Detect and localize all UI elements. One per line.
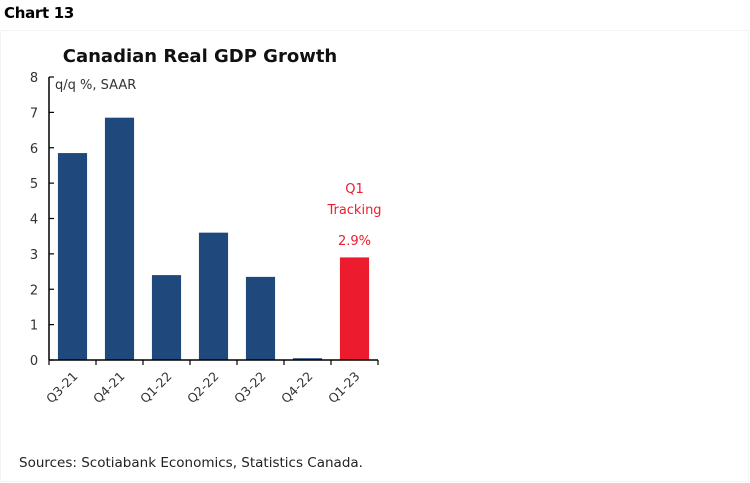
chart-panel	[0, 30, 749, 482]
y-tick-label: 3	[30, 248, 38, 263]
annotation-value-label: 2.9%	[338, 234, 371, 249]
bar-q2-22	[198, 232, 229, 360]
y-axis-unit-label: q/q %, SAAR	[55, 78, 136, 93]
y-tick-label: 4	[30, 213, 38, 228]
x-tick-label: Q1-22	[137, 369, 175, 407]
y-tick-label: 7	[30, 106, 38, 121]
x-tick-label: Q2-22	[184, 369, 222, 407]
bar-q4-22	[292, 358, 323, 360]
y-tick-label: 8	[30, 71, 38, 86]
bar-q4-21	[104, 117, 135, 361]
annotation-text: Tracking	[326, 203, 381, 218]
y-tick-label: 2	[30, 283, 38, 298]
x-tick-label: Q4-22	[278, 369, 316, 407]
x-tick-label: Q3-22	[231, 369, 269, 407]
annotation-text: Q1	[345, 182, 364, 197]
chart-title: Canadian Real GDP Growth	[63, 46, 338, 67]
x-tick-label: Q1-23	[325, 369, 363, 407]
chart-number-label: Chart 13	[4, 4, 75, 22]
y-tick-label: 1	[30, 319, 38, 334]
x-tick-label: Q4-21	[90, 369, 128, 407]
bar-q3-21	[57, 153, 88, 360]
x-tick-label: Q3-21	[43, 369, 81, 407]
y-tick-label: 5	[30, 177, 38, 192]
y-tick-label: 0	[30, 354, 38, 369]
y-tick-label: 6	[30, 142, 38, 157]
bar-q1-22	[151, 275, 182, 360]
bar-q1-23	[339, 257, 370, 360]
bar-q3-22	[245, 276, 276, 360]
source-note: Sources: Scotiabank Economics, Statistic…	[19, 455, 363, 471]
